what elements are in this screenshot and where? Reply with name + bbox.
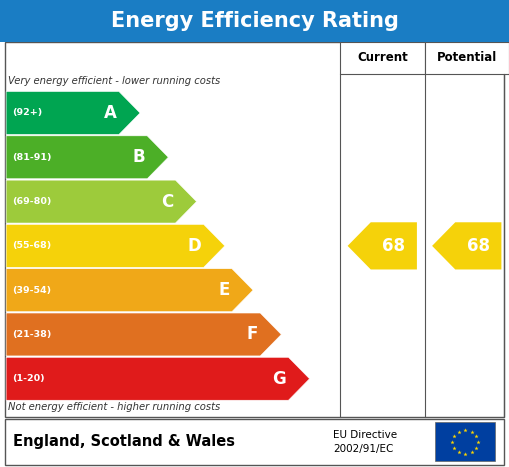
FancyBboxPatch shape <box>5 42 504 417</box>
Polygon shape <box>6 357 309 400</box>
Text: Very energy efficient - lower running costs: Very energy efficient - lower running co… <box>8 76 220 85</box>
Polygon shape <box>6 269 253 311</box>
Text: (39-54): (39-54) <box>12 286 51 295</box>
Polygon shape <box>6 225 225 267</box>
Text: F: F <box>246 325 258 343</box>
Text: England, Scotland & Wales: England, Scotland & Wales <box>13 434 235 449</box>
Text: G: G <box>272 370 286 388</box>
Text: (55-68): (55-68) <box>12 241 51 250</box>
Text: Not energy efficient - higher running costs: Not energy efficient - higher running co… <box>8 402 220 411</box>
FancyBboxPatch shape <box>340 42 425 74</box>
Text: EU Directive
2002/91/EC: EU Directive 2002/91/EC <box>333 430 398 454</box>
Polygon shape <box>348 222 417 269</box>
FancyBboxPatch shape <box>425 42 509 74</box>
Text: 68: 68 <box>467 237 490 255</box>
Text: (69-80): (69-80) <box>12 197 51 206</box>
Text: D: D <box>187 237 201 255</box>
Text: (92+): (92+) <box>12 108 42 118</box>
Text: (1-20): (1-20) <box>12 374 45 383</box>
FancyBboxPatch shape <box>0 0 509 42</box>
Text: Potential: Potential <box>437 51 497 64</box>
Polygon shape <box>6 313 281 356</box>
Text: 68: 68 <box>382 237 405 255</box>
Polygon shape <box>432 222 501 269</box>
Text: C: C <box>161 192 173 211</box>
Polygon shape <box>6 180 196 223</box>
Text: E: E <box>218 281 230 299</box>
Text: Current: Current <box>357 51 408 64</box>
Text: (81-91): (81-91) <box>12 153 52 162</box>
Text: Energy Efficiency Rating: Energy Efficiency Rating <box>110 11 399 31</box>
Text: A: A <box>103 104 117 122</box>
FancyBboxPatch shape <box>435 422 495 461</box>
Text: B: B <box>132 149 145 166</box>
FancyBboxPatch shape <box>5 419 504 465</box>
Text: (21-38): (21-38) <box>12 330 51 339</box>
Polygon shape <box>6 136 168 179</box>
Polygon shape <box>6 92 140 134</box>
